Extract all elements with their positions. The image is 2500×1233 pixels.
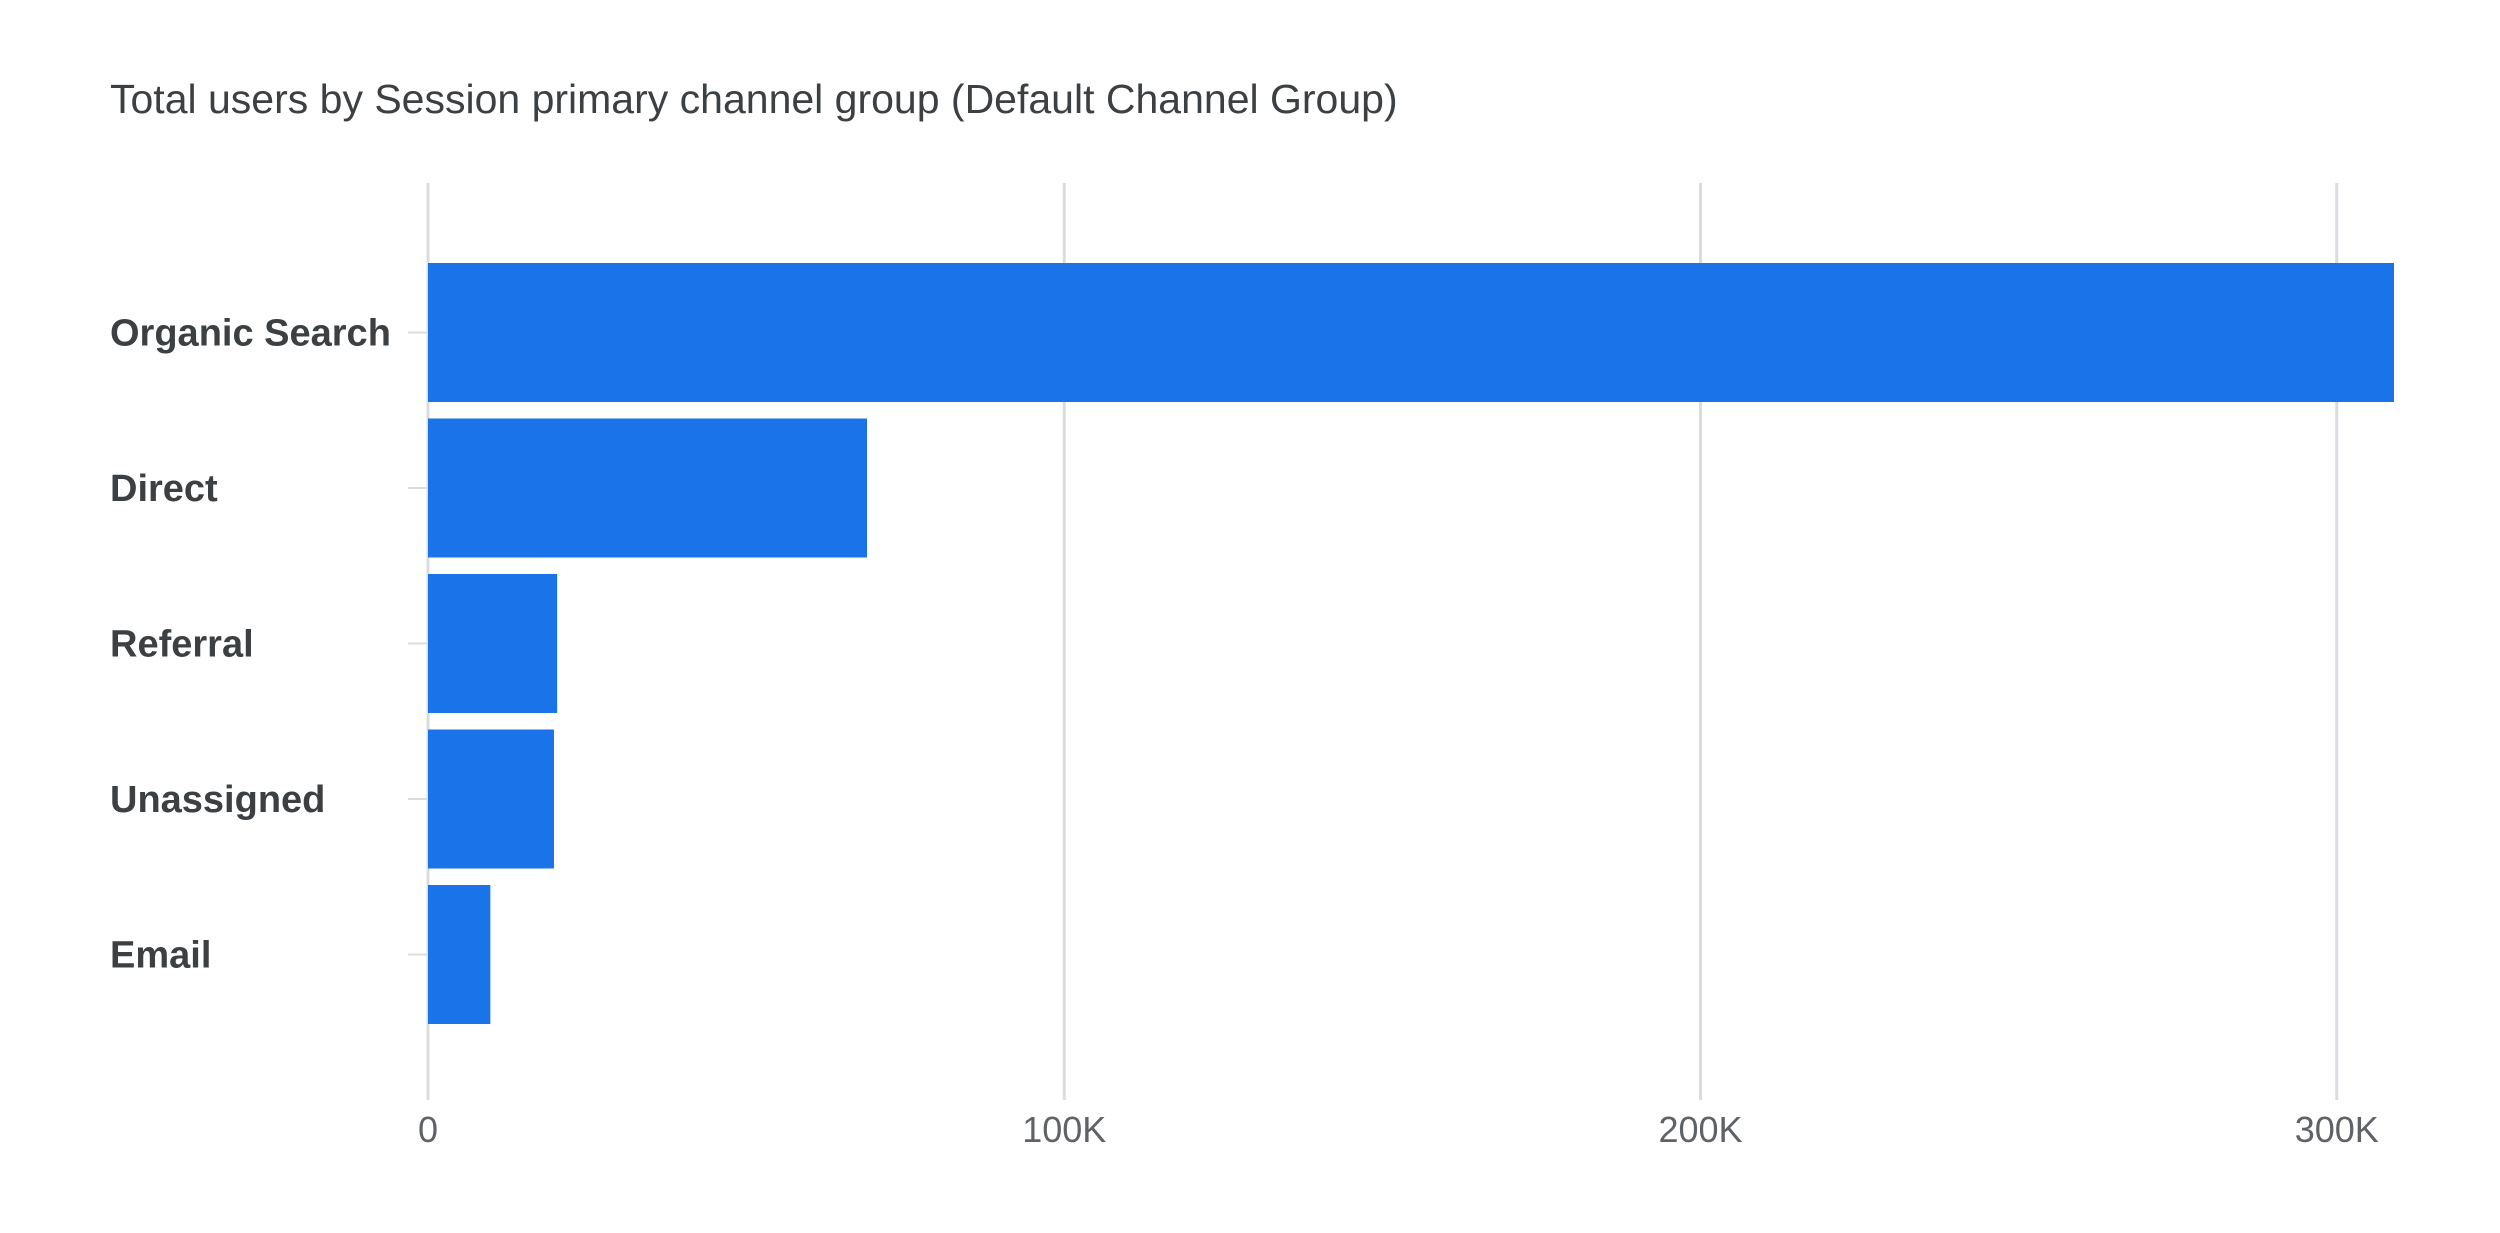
category-label: Unassigned	[110, 779, 325, 821]
bar-referral[interactable]	[428, 574, 558, 713]
bar-organic-search[interactable]	[428, 263, 2394, 402]
x-tick-label: 100K	[1022, 1109, 1106, 1150]
chart-title: Total users by Session primary channel g…	[110, 76, 1398, 122]
bar-direct[interactable]	[428, 418, 868, 558]
x-tick-label: 300K	[2295, 1109, 2379, 1150]
category-label: Email	[110, 935, 211, 977]
bar-email[interactable]	[428, 885, 491, 1024]
category-label: Referral	[110, 624, 254, 666]
category-label: Direct	[110, 468, 218, 510]
x-tick-label: 200K	[1658, 1109, 1742, 1150]
category-labels: Organic Search Direct Referral Unassigned Em…	[110, 313, 391, 977]
x-axis-tick-labels: 0 100K 200K 300K	[418, 1109, 2379, 1150]
bar-unassigned[interactable]	[428, 729, 554, 869]
x-tick-label: 0	[418, 1109, 438, 1150]
bars	[428, 263, 2394, 1024]
category-label: Organic Search	[110, 313, 391, 355]
